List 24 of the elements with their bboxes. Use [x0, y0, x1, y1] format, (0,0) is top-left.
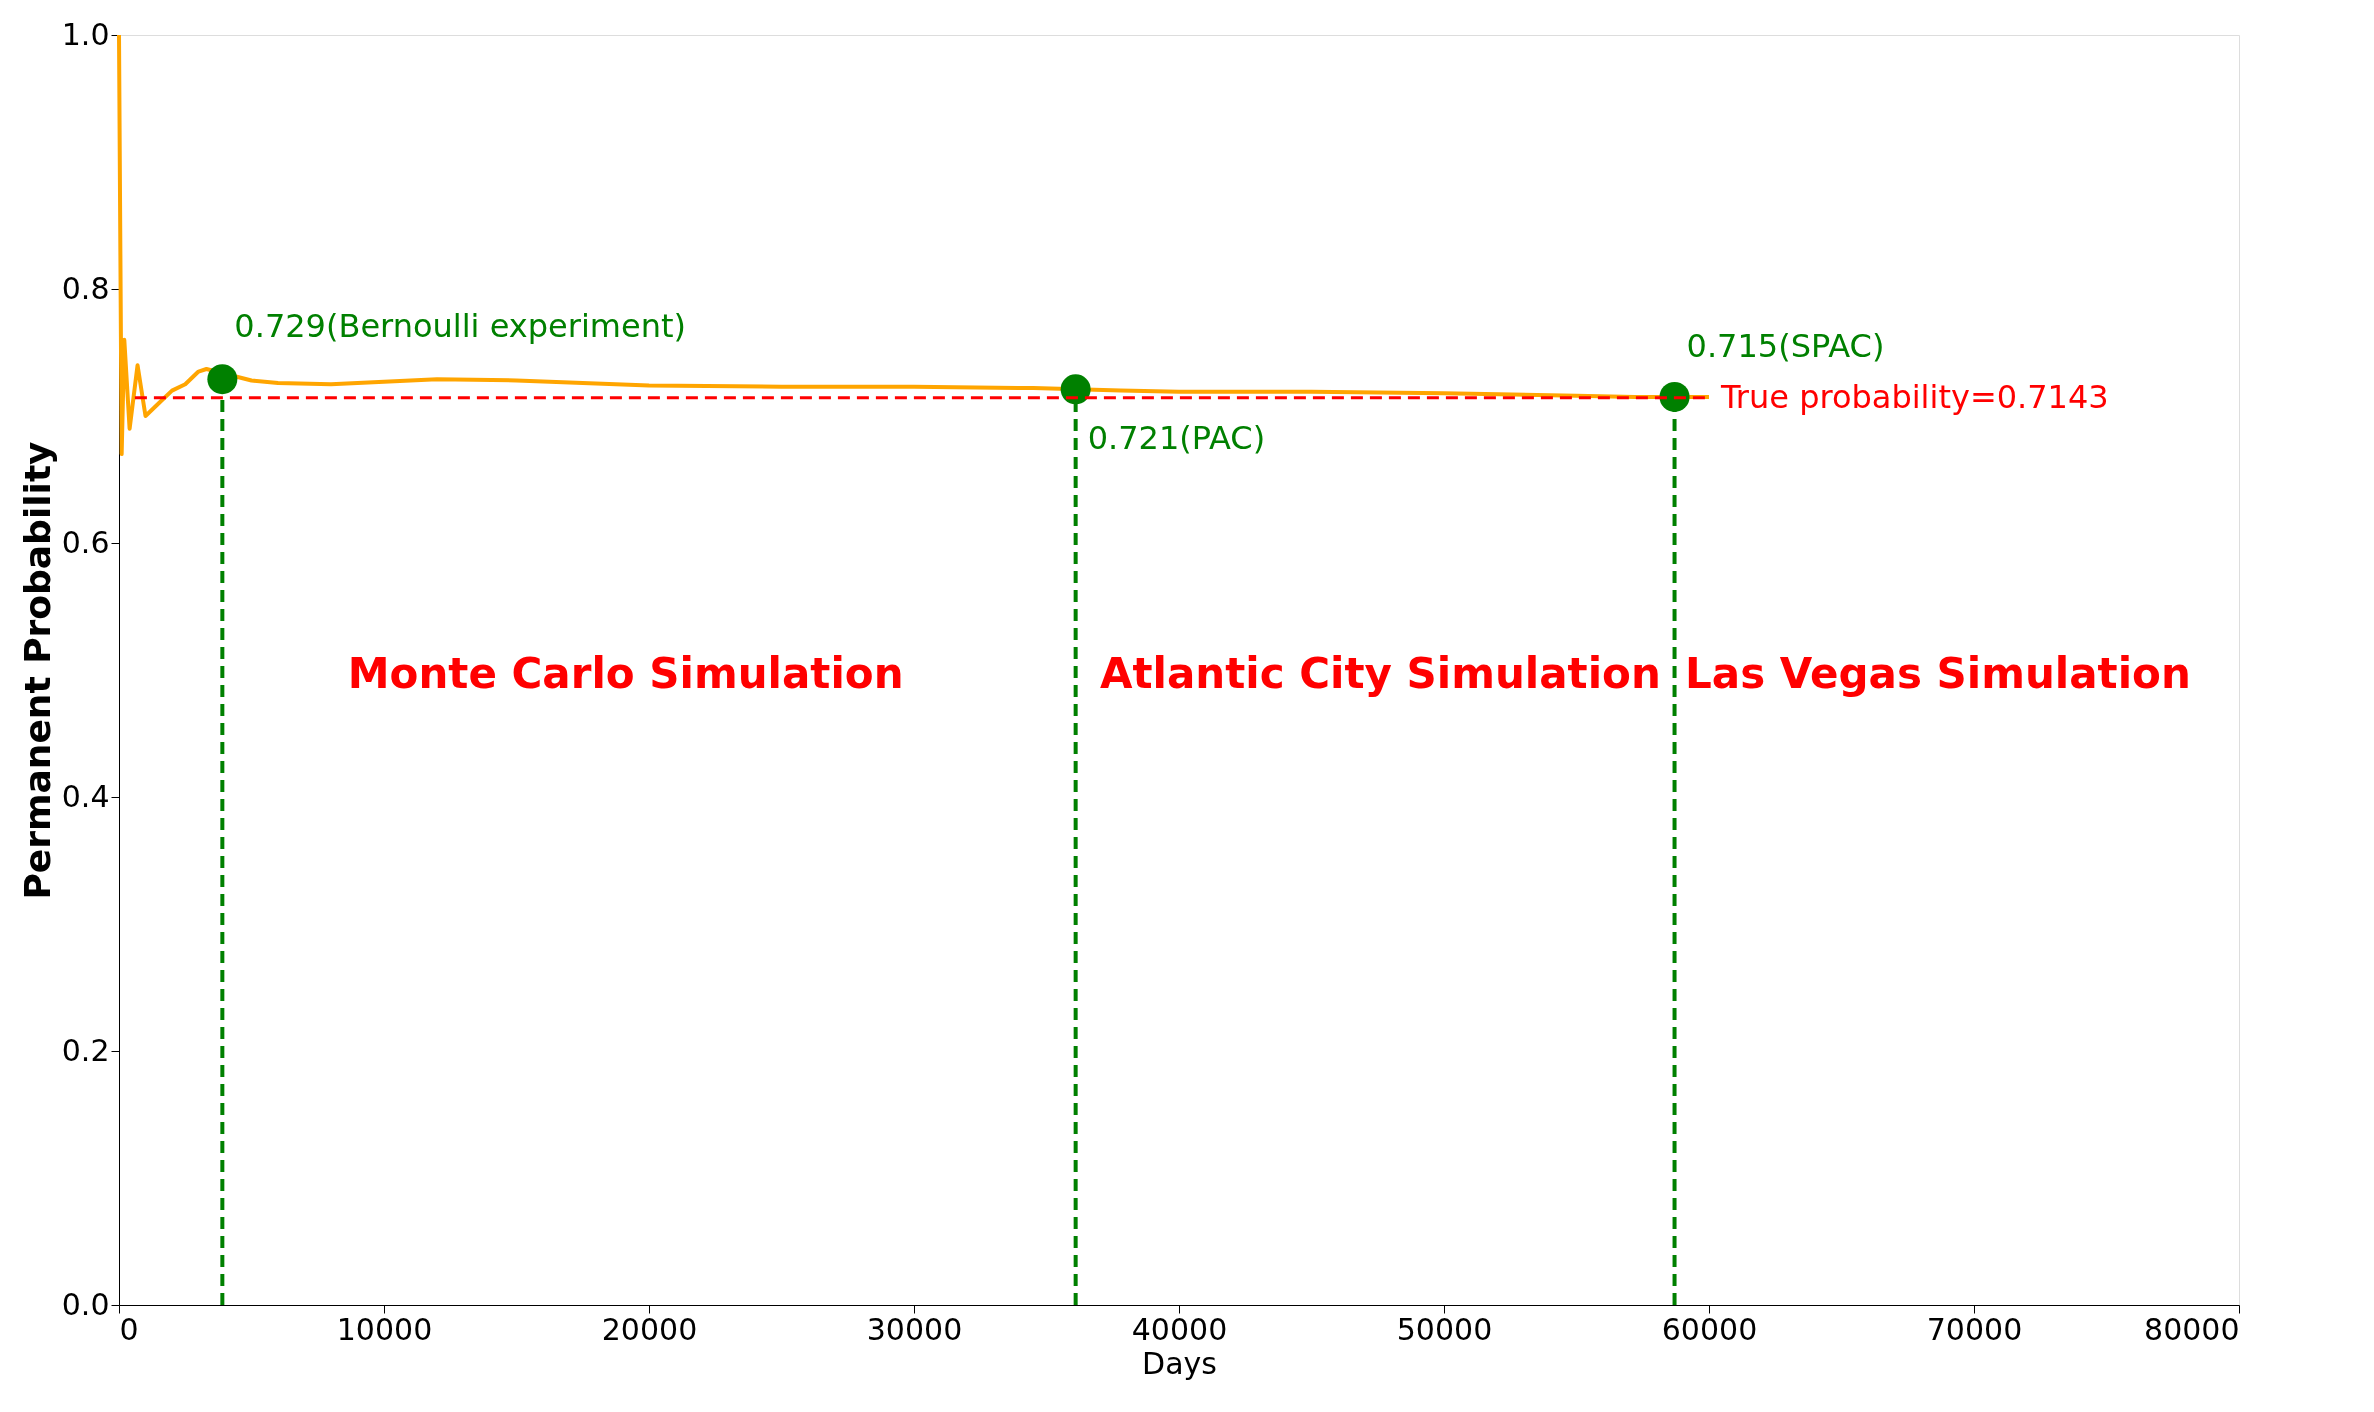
y-tick-label: 0.0	[61, 1286, 110, 1322]
annotation: 0.721(PAC)	[1087, 419, 1266, 458]
annotation: Atlantic City Simulation	[1100, 649, 1661, 699]
x-tick-label: 80000	[2144, 1311, 2240, 1347]
x-axis-title: Days	[1142, 1345, 1217, 1381]
annotation: 0.715(SPAC)	[1686, 326, 1885, 365]
x-tick-label: 10000	[336, 1311, 433, 1347]
x-tick-label: 0	[119, 1311, 139, 1347]
y-tick-label: 0.6	[61, 524, 110, 560]
annotation: Las Vegas Simulation	[1685, 649, 2191, 699]
x-tick-label: 20000	[601, 1311, 698, 1347]
x-tick-label: 50000	[1396, 1311, 1493, 1347]
y-tick-label: 0.4	[61, 778, 110, 814]
annotation: Monte Carlo Simulation	[347, 649, 904, 699]
x-tick-label: 70000	[1926, 1311, 2023, 1347]
y-tick-label: 0.8	[61, 270, 110, 306]
y-axis-title: Permanent Probability	[16, 441, 58, 900]
annotation: 0.729(Bernoulli experiment)	[234, 307, 686, 346]
x-tick-label: 40000	[1131, 1311, 1228, 1347]
x-tick-label: 30000	[866, 1311, 963, 1347]
y-tick-label: 1.0	[61, 16, 110, 52]
x-tick-label: 60000	[1661, 1311, 1758, 1347]
y-tick-label: 0.2	[61, 1032, 110, 1068]
ref-line-label: True probability=0.7143	[1720, 377, 2109, 416]
